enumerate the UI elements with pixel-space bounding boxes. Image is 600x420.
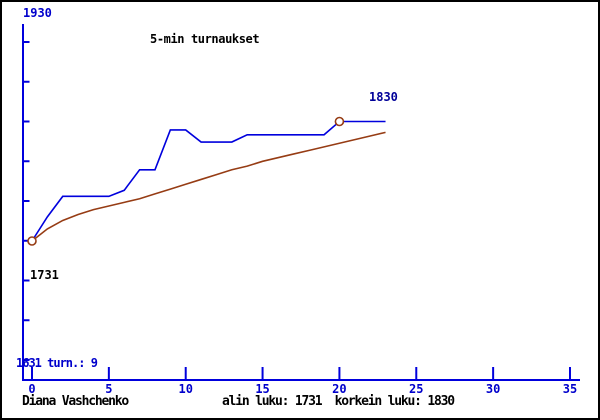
peak-rating-marker bbox=[334, 116, 345, 127]
x-axis-ticks bbox=[31, 367, 571, 379]
x-tick-label: 30 bbox=[485, 382, 501, 396]
x-tick-label: 20 bbox=[332, 382, 347, 396]
y-axis-max-label: 1930 bbox=[23, 6, 52, 20]
x-axis-tick-labels: 0 5 10 15 20 25 30 35 bbox=[2, 382, 598, 397]
start-value-label: 1731 bbox=[30, 268, 59, 282]
x-tick-label: 0 bbox=[28, 382, 36, 396]
rating-range-text: alin luku: 1731 korkein luku: 1830 bbox=[222, 394, 455, 409]
y-axis-ticks bbox=[23, 41, 30, 361]
x-tick-label: 10 bbox=[178, 382, 193, 396]
x-tick-label: 35 bbox=[562, 382, 578, 396]
x-tick-label: 15 bbox=[255, 382, 270, 396]
chart-title: 5-min turnaukset bbox=[150, 32, 260, 46]
peak-value-label: 1830 bbox=[369, 90, 398, 104]
start-rating-marker bbox=[27, 236, 37, 246]
x-tick-label: 25 bbox=[409, 382, 424, 396]
trend-line bbox=[31, 131, 386, 242]
x-tick-label: 5 bbox=[105, 382, 113, 396]
rating-line bbox=[31, 120, 386, 242]
player-name: Diana Vashchenko bbox=[22, 394, 129, 409]
y-axis-min-and-tournaments-label: 1631 turn.: 9 bbox=[16, 356, 98, 370]
